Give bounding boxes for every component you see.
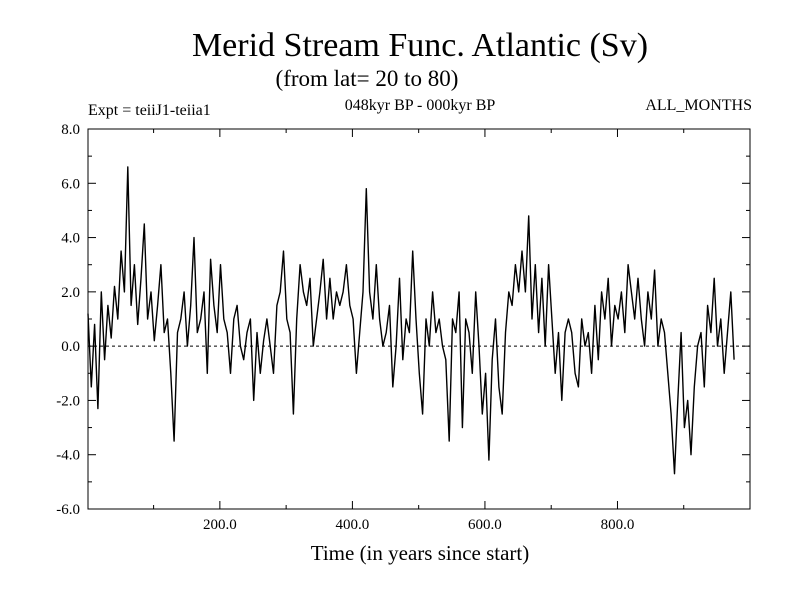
plot-area: [87, 166, 750, 475]
y-tick-label: -4.0: [56, 448, 80, 464]
chart-subtitle: (from lat= 20 to 80): [276, 66, 459, 91]
axes: -6.0 -4.0 -2.0 0.0 2.0 4.0 6.0 8.0 200.0 400.0 600…: [56, 122, 751, 533]
x-axis-label: Time (in years since start): [311, 541, 530, 565]
months-label: ALL_MONTHS: [645, 97, 752, 114]
y-tick-label: 4.0: [61, 231, 80, 247]
y-tick-label: 0.0: [61, 339, 80, 355]
experiment-label: Expt = teiiJ1-teiia1: [88, 102, 211, 119]
y-tick-label: -2.0: [56, 393, 80, 409]
period-label: 048kyr BP - 000kyr BP: [345, 97, 496, 114]
y-tick-label: -6.0: [56, 502, 80, 518]
chart-title: Merid Stream Func. Atlantic (Sv): [192, 27, 648, 64]
y-tick-label: 2.0: [61, 285, 80, 301]
y-tick-label: 6.0: [61, 176, 80, 192]
x-tick-label: 600.0: [468, 517, 502, 533]
x-tick-label: 200.0: [203, 517, 237, 533]
y-tick-label: 8.0: [61, 122, 80, 138]
x-tick-label: 400.0: [336, 517, 370, 533]
x-tick-label: 800.0: [601, 517, 635, 533]
series-line-0: [87, 166, 735, 475]
